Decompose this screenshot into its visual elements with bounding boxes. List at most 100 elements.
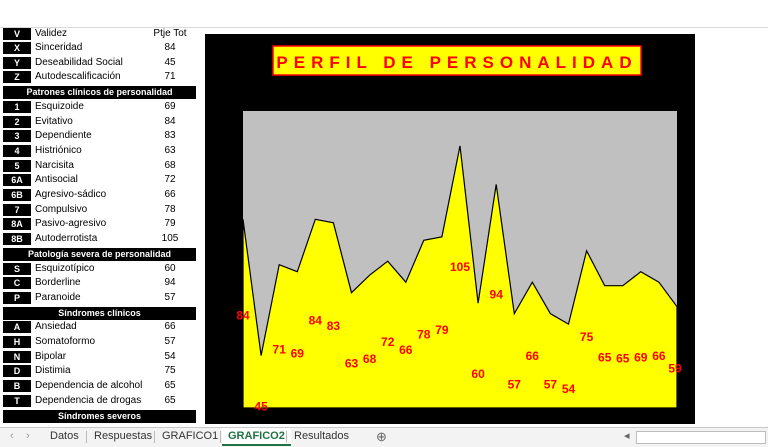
table-row: 4 Histriónico 63 [0,144,196,158]
row-label: Dependencia de drogas [35,394,142,406]
tab-separator [154,431,155,443]
row-score: 60 [164,262,176,274]
data-label: 79 [435,323,449,337]
row-code: H [3,336,31,348]
sheet-tab[interactable]: Resultados [294,430,350,442]
section-header: Patología severa de personalidad [3,247,196,261]
data-label: 72 [381,335,395,349]
table-row: 2 Evitativo 84 [0,115,196,129]
table-row: N Bipolar 54 [0,350,196,364]
row-code: 8A [3,218,31,231]
row-code: P [3,291,31,304]
sheet-tab[interactable]: GRAFICO2 [222,428,291,446]
data-label: 63 [345,357,359,371]
row-label: Esquizotípico [35,262,95,274]
row-label: Pasivo-agresivo [35,218,107,230]
row-code: 1 [3,100,31,113]
table-row: 6A Antisocial 72 [0,173,196,187]
table-row: 8B Autoderrotista 105 [0,232,196,246]
table-row: T Dependencia de drogas 65 [0,394,196,408]
row-score: 63 [164,144,176,156]
data-label: 66 [399,343,413,357]
row-score: 84 [164,42,176,53]
row-score: 72 [164,174,176,186]
row-label: Agresivo-sádico [35,189,107,200]
row-label: Sinceridad [35,42,83,53]
table-row: S Esquizotípico 60 [0,262,196,276]
profile-area [242,145,678,409]
table-row: P Paranoide 57 [0,291,196,305]
row-code: 8B [3,233,31,246]
row-code: 3 [3,130,31,143]
data-label: 66 [526,349,540,363]
section-header: Patrones clínicos de personalidad [3,86,196,100]
data-label: 105 [450,260,470,274]
row-score: 68 [164,159,176,171]
data-label: 84 [236,308,250,322]
data-label: 94 [490,287,504,301]
row-label: Narcisita [35,159,74,171]
tab-separator [86,431,87,443]
row-label: Dependencia de alcohol [35,380,143,392]
data-label: 59 [668,362,682,376]
row-label: Ansiedad [35,321,77,333]
section-header: Síndromes severos [3,409,196,423]
table-row: 6B Agresivo-sádico 66 [0,188,196,202]
data-label: 83 [327,319,341,333]
row-label: Validez [35,28,68,39]
data-label: 54 [562,382,576,396]
sheet-tab[interactable]: Datos [50,430,79,442]
row-code: X [3,42,31,54]
row-code: 4 [3,144,31,157]
add-sheet-icon[interactable]: ⊕ [376,429,387,444]
data-label: 45 [254,400,268,414]
data-label: 60 [471,367,485,381]
row-label: Paranoide [35,291,81,303]
scroll-left-icon[interactable]: ◂ [624,430,630,442]
table-row: C Borderline 94 [0,276,196,290]
row-label: Esquizoide [35,100,84,112]
row-code: B [3,380,31,393]
row-code: N [3,350,31,363]
row-score: 83 [164,130,176,142]
row-score: 65 [164,380,176,392]
row-score: 78 [164,203,176,215]
row-score: 66 [164,321,176,333]
row-label: Bipolar [35,350,67,362]
chart-svg: PERFIL DE PERSONALIDAD 84 45 71 69 84 83 63 68 7… [236,45,682,414]
row-label: Distimia [35,365,71,377]
sheet-tab[interactable]: Respuestas [94,430,153,442]
tab-separator [220,431,221,443]
table-row: 7 Compulsivo 78 [0,203,196,217]
tab-separator [286,431,287,443]
row-code: 7 [3,203,31,216]
scroll-right-icon[interactable]: › [26,430,30,442]
row-code: V [3,28,31,40]
row-label: Compulsivo [35,203,88,215]
row-label: Deseabilidad Social [35,56,123,68]
table-row: 8A Pasivo-agresivo 79 [0,217,196,231]
row-code: S [3,262,31,275]
sheet-tab[interactable]: GRAFICO1 [162,430,219,442]
table-row: 3 Dependiente 83 [0,129,196,143]
row-code: 6B [3,189,31,201]
row-code: 6A [3,174,31,187]
scroll-left-icon[interactable]: ‹ [10,430,14,442]
data-label: 71 [273,343,287,357]
row-score: 66 [164,189,176,200]
row-label: Borderline [35,277,81,289]
horizontal-scrollbar[interactable] [636,431,766,444]
table-row: Y Deseabilidad Social 45 [0,56,196,70]
chart-title: PERFIL DE PERSONALIDAD [276,53,637,72]
row-label: Evitativo [35,115,73,127]
row-score: 45 [164,56,176,68]
data-label: 65 [616,352,630,366]
table-row: B Dependencia de alcohol 65 [0,379,196,393]
data-label: 78 [417,327,431,341]
personality-chart[interactable]: PERFIL DE PERSONALIDAD 84 45 71 69 84 83 63 68 7… [205,34,695,424]
row-label: Autoderrotista [35,233,98,245]
row-code: 2 [3,115,31,128]
chart-title-box [272,45,642,76]
section-header: Síndromes clínicos [3,306,196,320]
data-label: 57 [544,378,558,392]
